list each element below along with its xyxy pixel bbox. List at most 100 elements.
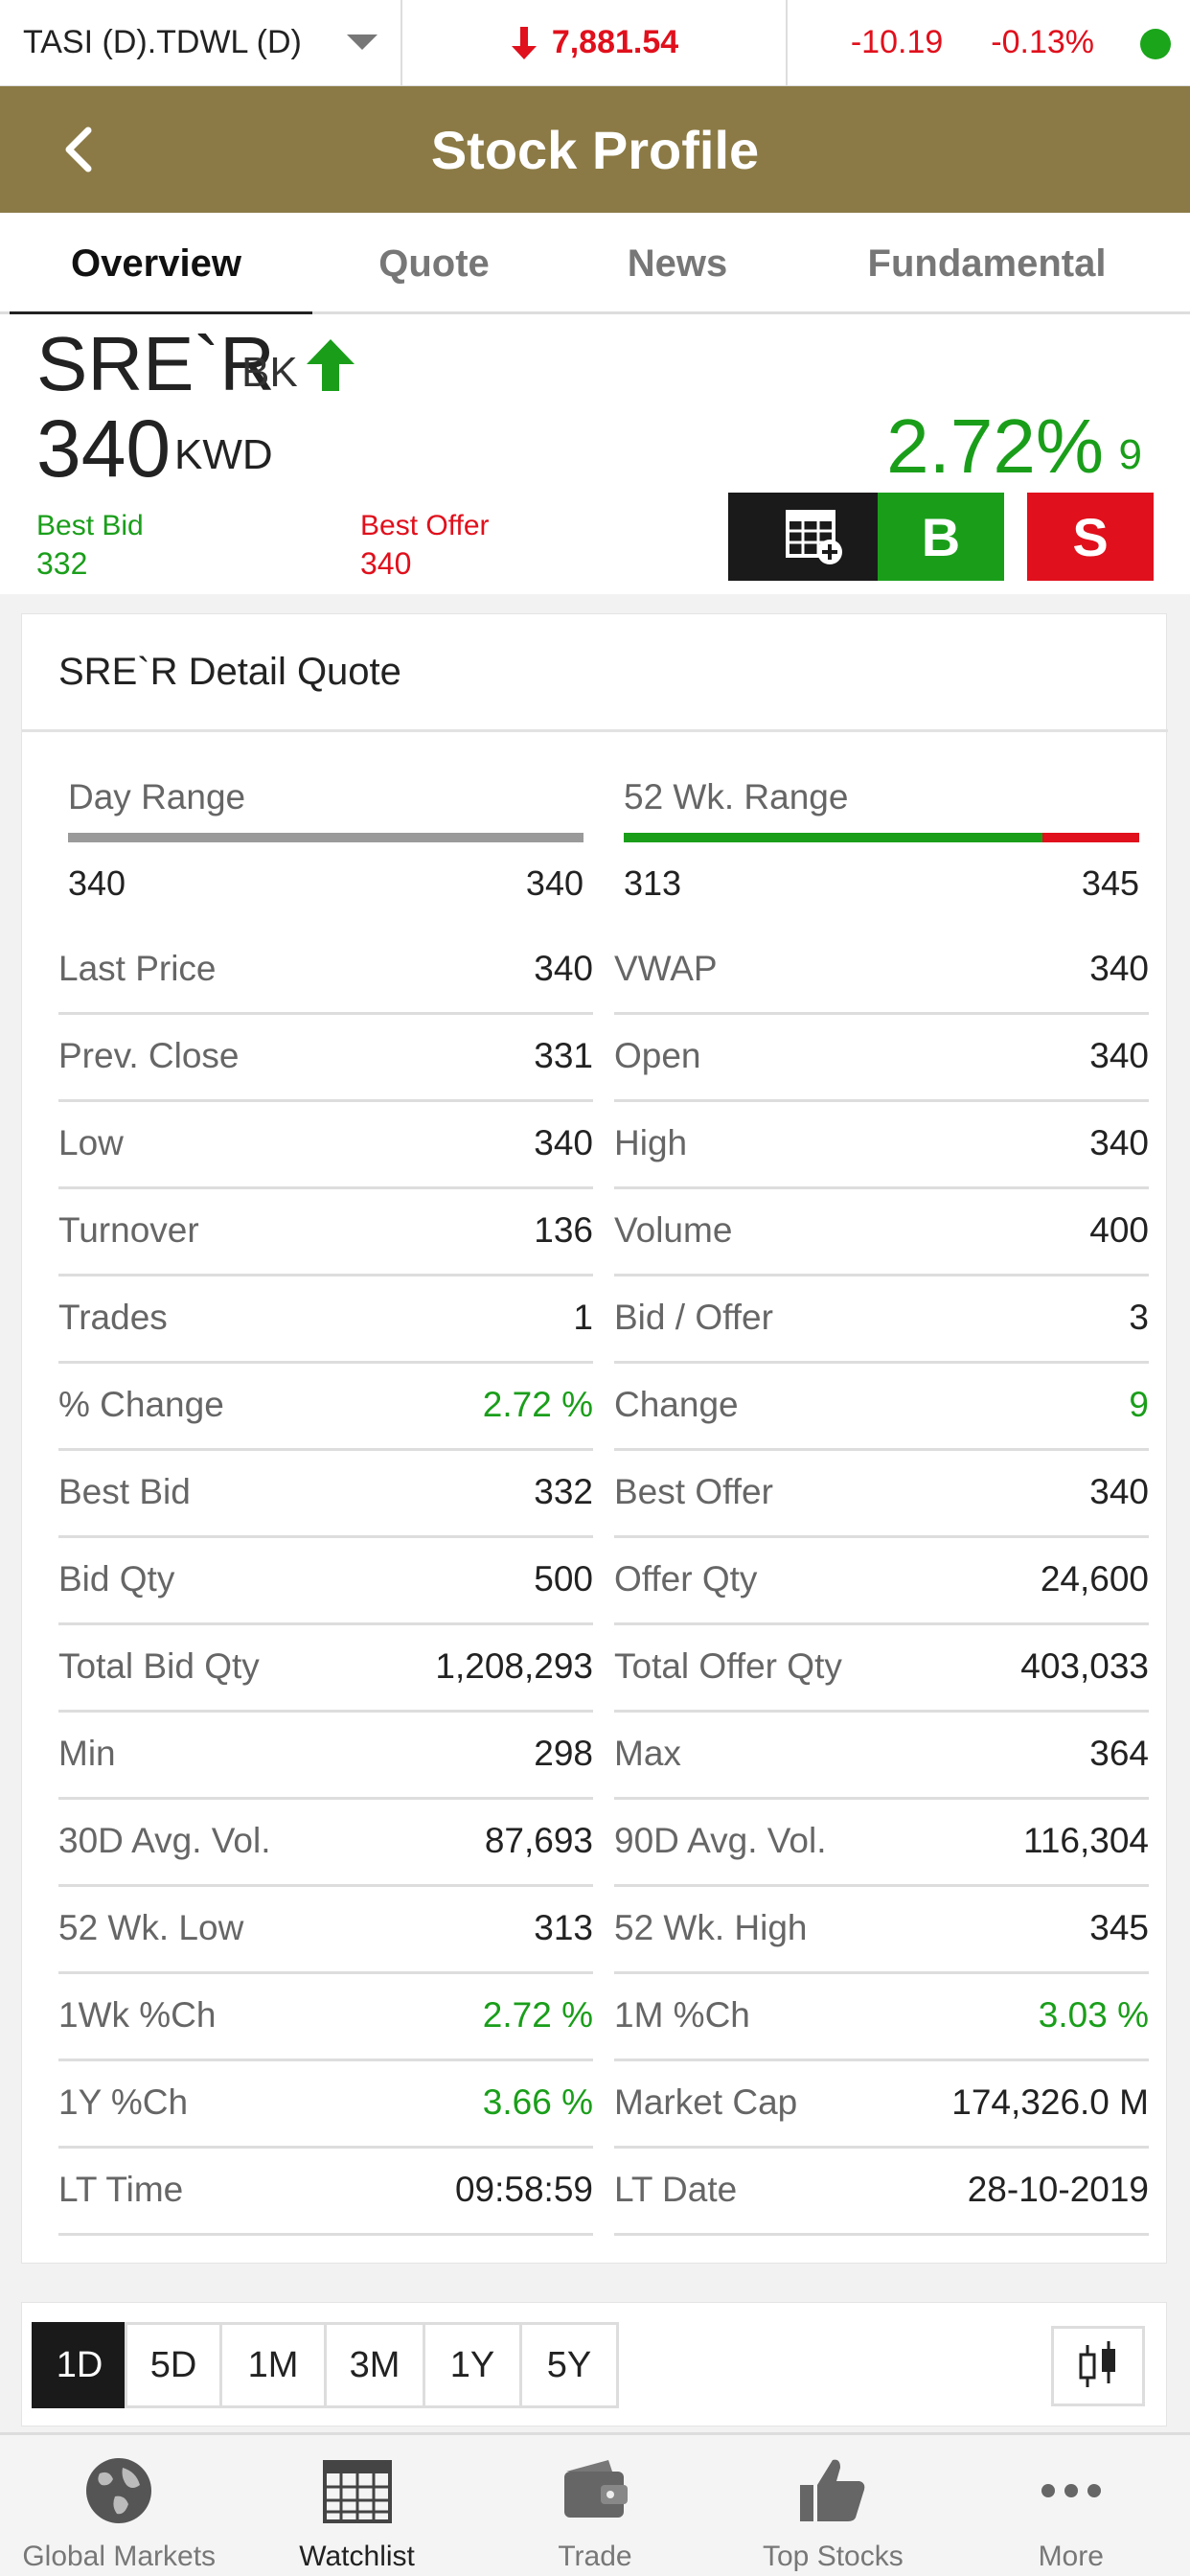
period-3m-button[interactable]: 3M [324,2322,425,2408]
quote-row: % Change 2.72 % [58,1364,593,1451]
quote-row-label: Bid Qty [58,1559,175,1598]
quote-row-label: 1M %Ch [614,1995,750,2035]
quote-row-value: 1 [573,1298,593,1337]
stock-summary: SRE`R BK 340 KWD 2.72% 9 Best Bid 332 Be… [0,314,1190,594]
nav-more[interactable]: More [952,2435,1190,2576]
currency: KWD [174,431,273,478]
period-5y-button[interactable]: 5Y [519,2322,619,2408]
quote-row-value: 313 [534,1908,593,1947]
tab-fundamental[interactable]: Fundamental [867,242,1107,285]
quote-row-label: Market Cap [614,2082,798,2122]
index-change-value: -10.19 [850,24,944,60]
quote-row: High 340 [614,1102,1149,1189]
quote-row: 52 Wk. Low 313 [58,1887,593,1974]
index-selector[interactable]: TASI (D).TDWL (D) [0,0,402,86]
best-bid-label: Best Bid [36,510,144,541]
wk52-range-high: 345 [1081,863,1139,903]
index-ticker-bar: TASI (D).TDWL (D) 7,881.54 -10.19 -0.13% [0,0,1190,86]
quote-row-value: 403,033 [1020,1646,1149,1686]
wallet-icon [563,2460,628,2518]
quote-row-value: 28-10-2019 [967,2170,1149,2209]
quote-row: 1Wk %Ch 2.72 % [58,1974,593,2061]
nav-label: Trade [558,2541,632,2572]
market-status-dot [1140,29,1171,59]
detail-quote-card: SRE`R Detail Quote Day Range 340 340 52 … [21,613,1168,2264]
index-change: -10.19 -0.13% [788,24,1190,61]
quote-row-label: LT Time [58,2170,184,2209]
more-icon [1041,2484,1101,2497]
right-quote-rows: VWAP 340 Open 340 High 340 Volume 400 Bid / Offe… [614,928,1149,2236]
nav-trade[interactable]: Trade [476,2435,714,2576]
quote-row-value: 3 [1129,1298,1149,1337]
quote-row: Best Offer 340 [614,1451,1149,1538]
period-1d-button[interactable]: 1D [32,2322,127,2408]
quote-row: Prev. Close 331 [58,1015,593,1102]
quote-row-label: Min [58,1734,116,1773]
arrow-down-icon [511,26,537,59]
best-offer-value: 340 [360,546,412,581]
quote-row: LT Time 09:58:59 [58,2149,593,2236]
chevron-down-icon [347,34,378,50]
quote-row-value: 500 [534,1559,593,1598]
nav-label: Global Markets [22,2541,217,2572]
thumbs-up-icon [800,2459,865,2521]
chart-type-button[interactable] [1051,2326,1145,2406]
app-header: Stock Profile [0,86,1190,213]
quote-row: 52 Wk. High 345 [614,1887,1149,1974]
quote-row-value: 174,326.0 M [951,2082,1149,2122]
add-to-watchlist-button[interactable] [728,493,901,581]
quote-row-label: 90D Avg. Vol. [614,1821,827,1860]
quote-row-value: 136 [534,1210,593,1250]
sell-button[interactable]: S [1027,493,1154,581]
quote-row-label: Total Bid Qty [58,1646,260,1686]
quote-row: Open 340 [614,1015,1149,1102]
quote-row-label: Last Price [58,949,217,988]
wk52-range-low: 313 [624,863,682,903]
tab-overview[interactable]: Overview [0,213,312,317]
nav-global-markets[interactable]: Global Markets [0,2435,238,2576]
quote-row-label: % Change [58,1385,224,1424]
period-1m-button[interactable]: 1M [219,2322,327,2408]
quote-row-value: 364 [1089,1734,1149,1773]
quote-row-value: 2.72 % [482,1995,593,2035]
quote-row-label: LT Date [614,2170,738,2209]
stock-symbol: SRE`R [36,321,275,406]
quote-row: Turnover 136 [58,1189,593,1276]
change-value: 9 [1118,431,1142,478]
index-value: 7,881.54 [402,0,788,86]
day-range-label: Day Range [68,777,246,816]
detail-quote-title: SRE`R Detail Quote [58,651,401,693]
quote-row-value: 340 [1089,1123,1149,1162]
quote-row-value: 345 [1089,1908,1149,1947]
quote-row: 1Y %Ch 3.66 % [58,2061,593,2149]
quote-row-label: 30D Avg. Vol. [58,1821,271,1860]
nav-top-stocks[interactable]: Top Stocks [714,2435,951,2576]
quote-row: Offer Qty 24,600 [614,1538,1149,1625]
calendar-add-icon [786,510,842,564]
buy-button[interactable]: B [878,493,1004,581]
quote-row: VWAP 340 [614,928,1149,1015]
quote-row-value: 340 [534,949,593,988]
candlestick-icon [1079,2341,1115,2387]
tab-news[interactable]: News [627,242,728,285]
divider [22,729,1168,732]
quote-row-value: 1,208,293 [435,1646,593,1686]
quote-row-value: 3.66 % [482,2082,593,2122]
quote-row-value: 3.03 % [1038,1995,1149,2035]
quote-row: 30D Avg. Vol. 87,693 [58,1800,593,1887]
quote-row-value: 9 [1129,1385,1149,1424]
nav-watchlist[interactable]: Watchlist [238,2435,475,2576]
tab-quote[interactable]: Quote [378,242,490,285]
chart-period-bar: 1D 5D 1M 3M 1Y 5Y [21,2302,1167,2426]
period-1y-button[interactable]: 1Y [423,2322,522,2408]
quote-row-value: 298 [534,1734,593,1773]
quote-row: Max 364 [614,1713,1149,1800]
quote-row: Best Bid 332 [58,1451,593,1538]
quote-row-value: 09:58:59 [454,2170,593,2209]
quote-row-label: Bid / Offer [614,1298,773,1337]
quote-row-label: Best Offer [614,1472,773,1511]
back-arrow-icon[interactable] [54,123,107,176]
period-5d-button[interactable]: 5D [125,2322,222,2408]
best-bid-value: 332 [36,546,88,581]
quote-row-label: VWAP [614,949,718,988]
